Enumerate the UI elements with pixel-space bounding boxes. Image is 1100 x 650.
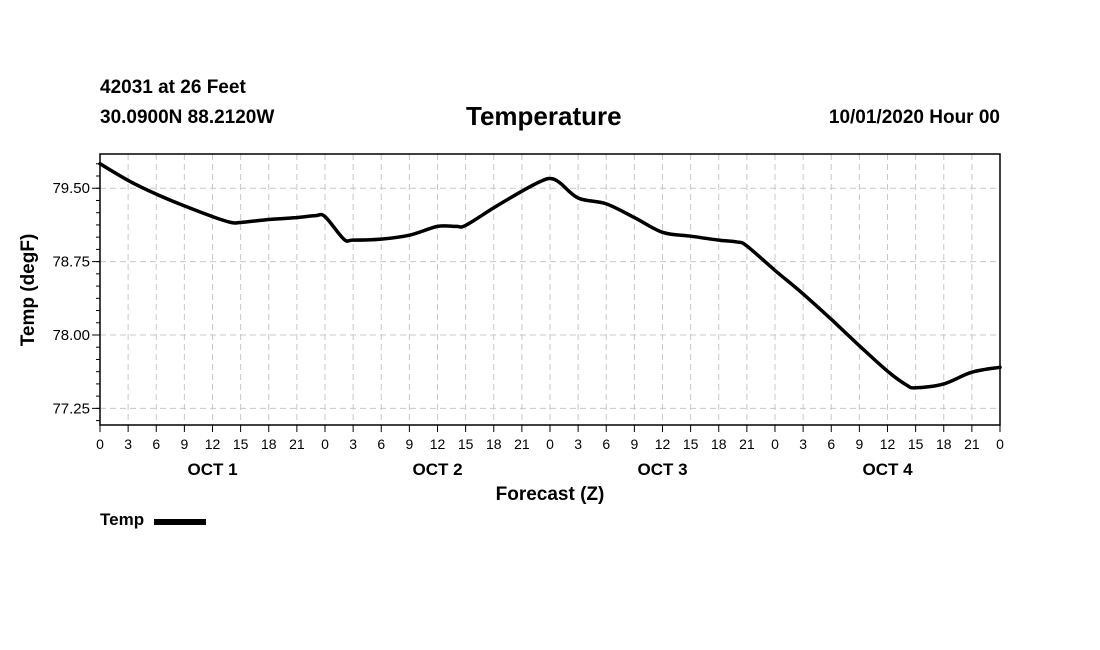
x-tick-label: 3 bbox=[124, 436, 132, 452]
y-tick-label: 77.25 bbox=[52, 400, 90, 417]
day-label: OCT 3 bbox=[637, 460, 687, 479]
x-tick-label: 9 bbox=[855, 436, 863, 452]
x-tick-label: 0 bbox=[996, 436, 1004, 452]
day-label: OCT 2 bbox=[412, 460, 462, 479]
x-tick-label: 3 bbox=[574, 436, 582, 452]
day-label: OCT 4 bbox=[862, 460, 913, 479]
x-tick-label: 9 bbox=[180, 436, 188, 452]
x-tick-label: 18 bbox=[711, 436, 727, 452]
legend-swatch bbox=[154, 518, 207, 525]
x-tick-label: 21 bbox=[514, 436, 530, 452]
x-tick-label: 21 bbox=[739, 436, 755, 452]
day-label: OCT 1 bbox=[187, 460, 237, 479]
grid-layer bbox=[100, 154, 1000, 425]
chart-title: Temperature bbox=[466, 101, 622, 131]
x-tick-label: 9 bbox=[405, 436, 413, 452]
x-tick-label: 0 bbox=[771, 436, 779, 452]
x-tick-label: 3 bbox=[349, 436, 357, 452]
x-tick-label: 21 bbox=[289, 436, 305, 452]
y-tick-label: 78.75 bbox=[52, 254, 90, 271]
x-tick-label: 0 bbox=[96, 436, 104, 452]
x-tick-label: 3 bbox=[799, 436, 807, 452]
x-tick-label: 15 bbox=[908, 436, 924, 452]
series-layer bbox=[98, 162, 1002, 390]
x-tick-label: 0 bbox=[546, 436, 554, 452]
x-tick-label: 18 bbox=[486, 436, 502, 452]
x-tick-label: 15 bbox=[458, 436, 474, 452]
x-tick-label: 12 bbox=[655, 436, 671, 452]
x-tick-label: 6 bbox=[602, 436, 610, 452]
x-tick-label: 21 bbox=[964, 436, 980, 452]
coordinates-label: 30.0900N 88.2120W bbox=[100, 107, 275, 128]
x-tick-label: 6 bbox=[377, 436, 385, 452]
x-tick-label: 18 bbox=[936, 436, 952, 452]
forecast-run-label: 10/01/2020 Hour 00 bbox=[828, 107, 1000, 128]
x-tick-label: 12 bbox=[430, 436, 446, 452]
station-label: 42031 at 26 Feet bbox=[100, 77, 246, 98]
x-tick-label: 9 bbox=[630, 436, 638, 452]
x-tick-label: 6 bbox=[827, 436, 835, 452]
x-tick-label: 6 bbox=[152, 436, 160, 452]
x-tick-label: 15 bbox=[683, 436, 699, 452]
label-layer: 0 3 6 9 12 15 18 21 0 3 6 9 12 15 18 21 0 3 6 9 12 15 18 21 0 3 6 9… bbox=[52, 180, 1004, 479]
temp-series-line bbox=[98, 162, 1002, 390]
y-tick-label: 78.00 bbox=[52, 327, 90, 344]
y-tick-label: 79.50 bbox=[52, 180, 90, 197]
x-tick-label: 0 bbox=[321, 436, 329, 452]
x-tick-label: 12 bbox=[205, 436, 221, 452]
x-tick-label: 18 bbox=[261, 436, 277, 452]
legend-label: Temp bbox=[100, 510, 145, 529]
x-tick-label: 15 bbox=[233, 436, 249, 452]
legend: Temp bbox=[100, 510, 207, 530]
x-tick-label: 12 bbox=[880, 436, 896, 452]
x-axis-title: Forecast (Z) bbox=[496, 484, 605, 505]
y-axis-title: Temp (degF) bbox=[18, 234, 39, 347]
tick-layer bbox=[92, 163, 1001, 432]
